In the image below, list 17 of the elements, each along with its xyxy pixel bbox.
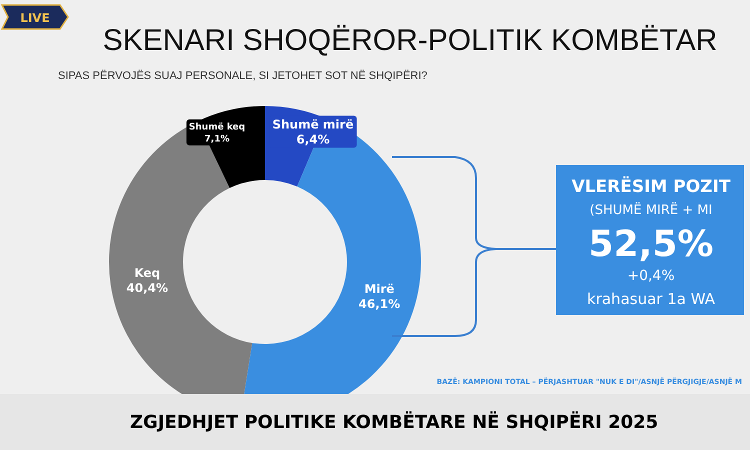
slice-label: Shumë mirë [272, 118, 354, 132]
data-label: 40,4% [126, 281, 168, 296]
text: (SHUMË MIRË + MI [590, 202, 712, 218]
slice-label: Mirë [364, 282, 394, 296]
data-label: 6,4% [296, 132, 330, 147]
chart-title: SKENARI SHOQËROR-POLITIK KOMBËTAR [102, 24, 718, 57]
data-label: 46,1% [358, 296, 400, 311]
slice-label: Shumë keq [188, 122, 246, 132]
data-label: 7,1% [204, 134, 230, 144]
text: krahasuar 1a WA [587, 290, 716, 308]
text: +0,4% [627, 268, 675, 284]
text: 52,5% [588, 224, 714, 265]
text: LIVE [20, 11, 50, 25]
chart-subtitle: SIPAS PËRVOJËS SUAJ PERSONALE, SI JETOHET SOT NË SHQIPËRI? [58, 69, 428, 82]
text: ZGJEDHJET POLITIKE KOMBËTARE NË SHQIPËRI 2025 [130, 411, 658, 433]
slice-label: Keq [134, 266, 160, 280]
text: VLERËSIM POZIT [572, 176, 731, 197]
